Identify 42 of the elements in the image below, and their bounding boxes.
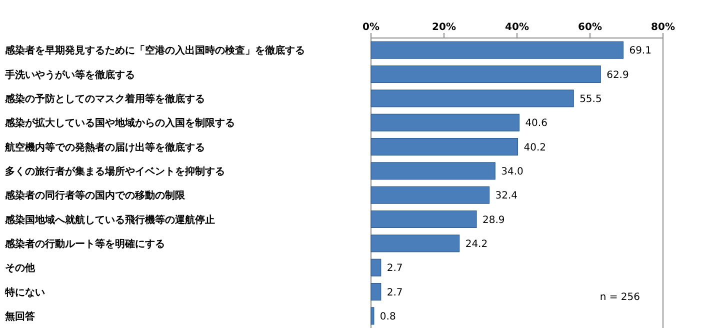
y-tick-label: 航空機内等での発熱者の届け出等を徹底する: [4, 141, 205, 154]
y-tick-label: 感染者を早期発見するために「空港の入出国時の検査」を徹底する: [4, 44, 305, 57]
bar: [370, 114, 520, 132]
data-label: 0.8: [380, 311, 396, 322]
data-label: 28.9: [482, 214, 505, 226]
data-label: 34.0: [501, 166, 524, 178]
data-label: 62.9: [606, 70, 629, 81]
x-tick-label: 80%: [651, 22, 675, 33]
annotation: n = 256: [600, 292, 640, 303]
bar: [370, 65, 601, 84]
y-tick-label: 手洗いやうがい等を徹底する: [4, 68, 135, 81]
bar: [370, 282, 382, 301]
y-tick-label: 特にない: [4, 286, 45, 298]
x-tick-label: 60%: [578, 22, 602, 33]
x-tick-label: 20%: [432, 22, 456, 33]
data-label: 40.2: [524, 142, 546, 154]
data-label: 32.4: [495, 190, 518, 202]
data-label: 24.2: [465, 238, 488, 250]
y-tick-label: 感染者の行動ルート等を明確にする: [4, 238, 165, 250]
y-tick-label: 感染が拡大している国や地域からの入国を制限する: [4, 117, 235, 130]
bar: [370, 210, 477, 228]
y-tick-label: 感染国地域へ就航している飛行機等の運航停止: [4, 214, 215, 226]
bar: [370, 307, 374, 325]
bar: [370, 41, 624, 59]
y-tick-label: 感染者の同行者等の国内での移動の制限: [4, 190, 186, 202]
bar: [370, 186, 490, 204]
y-tick-label: 多くの旅行者が集まる場所やイベントを抑制する: [5, 165, 225, 178]
bar: [370, 258, 382, 276]
bar: [370, 138, 518, 156]
data-label: 55.5: [580, 94, 602, 105]
data-label: 69.1: [629, 46, 652, 57]
bar: [370, 234, 460, 252]
bar: [370, 90, 574, 108]
bar: [370, 162, 496, 180]
y-tick-label: 感染の予防としてのマスク着用等を徹底する: [4, 92, 205, 105]
data-label: 2.7: [386, 263, 403, 274]
x-tick-label: 0%: [362, 22, 380, 33]
data-label: 40.6: [525, 118, 548, 130]
x-tick-label: 40%: [505, 22, 529, 33]
data-label: 2.7: [386, 287, 403, 298]
y-tick-label: 無回答: [4, 310, 36, 322]
y-tick-label: その他: [5, 262, 36, 274]
